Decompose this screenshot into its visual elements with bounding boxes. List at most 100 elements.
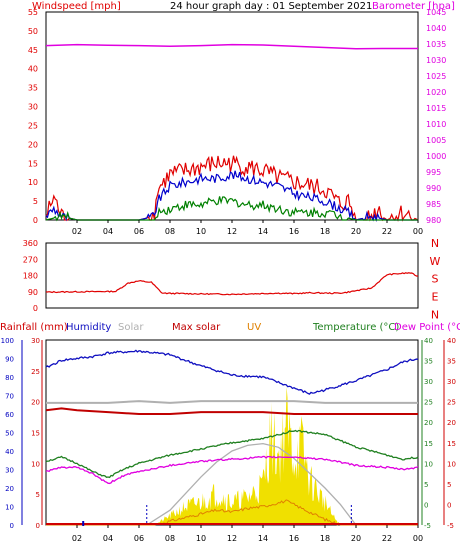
right-axis-title: Barometer [hpa] [372,1,455,12]
series-line-temperature [45,429,419,479]
left-tick-label: 45 [28,46,38,55]
dew-tick-label: 10 [447,460,456,468]
x-tick-label: 00 [413,227,423,236]
rain-tick-label: 5 [36,491,40,499]
series-line-max-solar-curve [146,442,357,526]
temp-tick-label: 35 [424,358,433,366]
right-tick-label: 1000 [426,152,446,161]
humidity-tick-label: 30 [5,467,14,475]
right-tick-label: 1015 [426,104,446,113]
rain-tick-label: 30 [31,337,40,345]
legend-item: Dew Point (°C) [394,322,460,333]
x-tick-label: 14 [258,534,268,543]
dew-tick-label: 30 [447,378,456,386]
x-tick-label: 22 [382,534,392,543]
x-tick-label: 06 [134,534,144,543]
dew-tick-label: -5 [447,522,454,530]
x-tick-label: 02 [72,534,82,543]
legend-item: Max solar [172,322,221,333]
humidity-tick-label: 50 [5,430,14,438]
humidity-tick-label: 80 [5,374,14,382]
right-tick-label: 1025 [426,72,446,81]
right-tick-label: 1040 [426,24,446,33]
x-tick-label: 20 [351,227,361,236]
right-tick-label: 1005 [426,136,446,145]
right-tick-label: 985 [426,200,441,209]
x-tick-label: 12 [227,534,237,543]
solar-radiation-area [154,386,341,525]
left-axis-title: Windspeed [mph] [32,1,121,12]
left-tick-label: 40 [28,65,38,74]
left-tick-label: 25 [28,121,38,130]
rain-tick-label: 25 [31,368,40,376]
humidity-tick-label: 10 [5,504,14,512]
legend-item: Solar [118,322,144,333]
rain-tick-label: 0 [36,522,40,530]
right-tick-label: 995 [426,168,441,177]
right-tick-label: 980 [426,216,441,225]
direction-tick-label: 360 [23,239,38,248]
dew-tick-label: 35 [447,358,456,366]
left-tick-label: 20 [28,140,38,149]
direction-tick-label: 90 [28,288,38,297]
x-tick-label: 08 [165,227,175,236]
series-line-humidity [45,349,419,395]
left-tick-label: 30 [28,103,38,112]
compass-label: N [431,308,439,321]
x-tick-label: 10 [196,227,206,236]
series-line-barometerhpa [45,43,418,50]
dew-tick-label: 5 [447,481,451,489]
dew-tick-label: 40 [447,337,456,345]
plot-area-weather [45,339,419,526]
x-tick-label: 14 [258,227,268,236]
legend-item: Humidity [66,322,111,333]
compass-label: N [431,237,439,250]
series-line-max-solar [45,407,418,415]
x-tick-label: 08 [165,534,175,543]
humidity-tick-label: 90 [5,356,14,364]
humidity-tick-label: 60 [5,411,14,419]
dew-tick-label: 20 [447,419,456,427]
temp-tick-label: 40 [424,337,433,345]
x-tick-label: 22 [382,227,392,236]
x-tick-label: 10 [196,534,206,543]
x-tick-label: 12 [227,227,237,236]
temp-tick-label: -5 [424,522,431,530]
direction-tick-label: 270 [23,255,38,264]
left-tick-label: 50 [28,27,38,36]
humidity-tick-label: 70 [5,393,14,401]
temp-tick-label: 0 [424,501,428,509]
x-tick-label: 00 [413,534,423,543]
left-tick-label: 35 [28,84,38,93]
left-tick-label: 10 [28,178,38,187]
humidity-tick-label: 0 [10,522,14,530]
dew-tick-label: 15 [447,440,456,448]
left-tick-label: 0 [33,216,38,225]
legend-item: UV [247,322,261,333]
series-line-direction [45,272,419,296]
temp-tick-label: 20 [424,419,433,427]
left-tick-label: 15 [28,159,38,168]
right-tick-label: 990 [426,184,441,193]
temp-tick-label: 10 [424,460,433,468]
right-tick-label: 1030 [426,56,446,65]
right-tick-label: 1035 [426,40,446,49]
x-tick-label: 18 [320,227,330,236]
right-tick-label: 1020 [426,88,446,97]
humidity-tick-label: 40 [5,448,14,456]
humidity-tick-label: 100 [1,337,14,345]
chart-title: 24 hour graph day : 01 September 2021 [170,1,372,12]
x-tick-label: 16 [289,534,299,543]
x-tick-label: 04 [103,227,113,236]
temp-tick-label: 30 [424,378,433,386]
legend-item: Rainfall (mm) [0,322,68,333]
left-tick-label: 55 [28,8,38,17]
dew-tick-label: 0 [447,501,451,509]
x-tick-label: 20 [351,534,361,543]
compass-label: S [432,273,439,286]
plot-area-wind [45,11,419,221]
dew-tick-label: 25 [447,399,456,407]
x-tick-label: 18 [320,534,330,543]
series-line-dew-point [45,455,419,485]
